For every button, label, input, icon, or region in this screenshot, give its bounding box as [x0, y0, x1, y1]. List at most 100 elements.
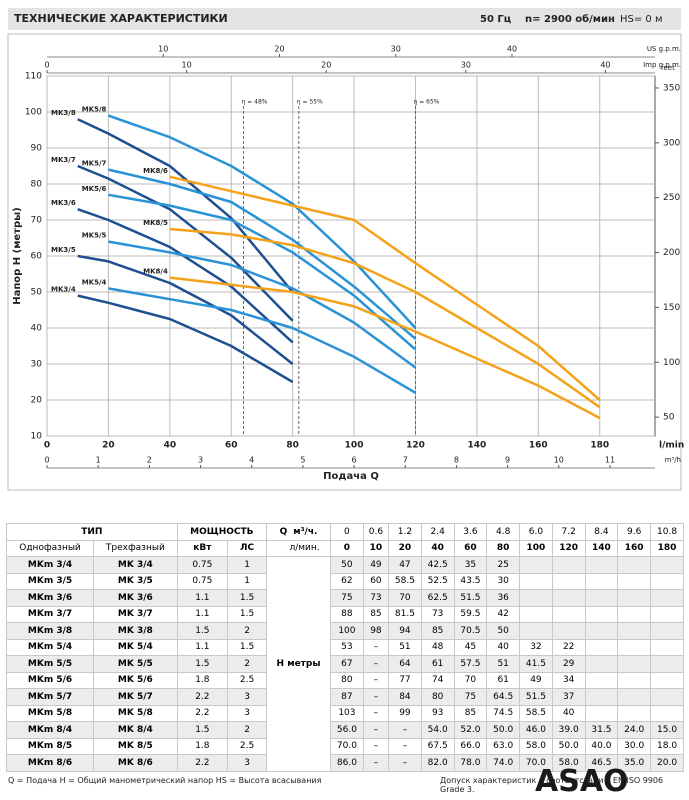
table-cell: 93 — [420, 704, 455, 722]
table-cell: MK 8/5 — [93, 737, 178, 755]
y-axis-label: Напор H (метры) — [12, 207, 23, 304]
table-cell: 52.0 — [453, 721, 488, 739]
header-cell: кВт — [176, 539, 229, 557]
empty-cell — [519, 572, 553, 590]
table-cell: MKm 5/5 — [5, 655, 95, 673]
table-cell: 63.0 — [486, 737, 521, 755]
header-row: Однофазный Трехфазный кВт ЛС л/мин. 0 10 20 40 60… — [5, 539, 684, 557]
table-cell: 36 — [486, 589, 521, 607]
x-tick-label: 100 — [345, 441, 364, 451]
table-cell: – — [362, 688, 390, 706]
header-cell: 1.2 — [388, 523, 422, 541]
axis-tick-label: 20 — [274, 45, 284, 54]
table-cell: 1.8 — [176, 671, 229, 689]
chart-frame — [7, 33, 682, 491]
table-cell: 20.0 — [650, 754, 684, 772]
y2-tick-label: 300 — [663, 138, 680, 148]
axis-tick-label: 4 — [249, 456, 254, 465]
empty-cell — [584, 638, 619, 656]
table-cell: 62.5 — [420, 589, 455, 607]
table-cell: 51.5 — [453, 589, 488, 607]
x-axis-label: Подача Q — [323, 471, 379, 482]
curve-label: MK3/8 — [51, 109, 76, 117]
empty-cell — [551, 572, 586, 590]
curve — [169, 276, 601, 420]
x-tick-label: 0 — [44, 441, 50, 451]
curve — [108, 240, 417, 369]
table-cell: 85 — [453, 704, 488, 722]
axis-label: m³/h — [665, 456, 681, 464]
axis-label: US g.p.m. — [647, 45, 681, 53]
table-cell: 88 — [330, 605, 364, 623]
y2-tick-label: 250 — [663, 193, 680, 203]
y2-tick-label: 100 — [663, 358, 680, 368]
table-cell: 2 — [227, 622, 268, 640]
empty-cell — [650, 638, 684, 656]
table-cell: – — [362, 704, 390, 722]
axis-tick-label: 1 — [96, 456, 101, 465]
header-cell: 160 — [617, 539, 652, 557]
y-tick-label: 20 — [31, 396, 43, 406]
table-cell: 84 — [388, 688, 422, 706]
table-cell: 2.5 — [227, 671, 268, 689]
empty-cell — [617, 655, 652, 673]
table-cell: 50.0 — [486, 721, 521, 739]
header-cell: 0.6 — [362, 523, 390, 541]
curve-label: MK3/5 — [51, 246, 76, 254]
y2-label: feet — [661, 64, 675, 72]
table-cell: 2.2 — [176, 688, 229, 706]
curve-label: MK5/7 — [82, 160, 107, 168]
table-cell: 51 — [486, 655, 521, 673]
table-cell: MKm 5/7 — [5, 688, 95, 706]
table-cell: 40 — [551, 704, 586, 722]
x-tick-label: 20 — [102, 441, 115, 451]
empty-cell — [584, 605, 619, 623]
empty-cell — [617, 605, 652, 623]
table-cell: 103 — [330, 704, 364, 722]
table-cell: 81.5 — [388, 605, 422, 623]
header-cell: 0 — [330, 523, 364, 541]
header-cell: H метры — [266, 556, 332, 772]
table-cell: 1.8 — [176, 737, 229, 755]
table-row: MKm 5/4 MK 5/4 1.1 1.5 53–51 48 45 40 32 22 — [5, 638, 684, 656]
axis-tick-label: 8 — [454, 456, 459, 465]
table-cell: 3 — [227, 688, 268, 706]
x-tick-label: 80 — [286, 441, 299, 451]
chart: ТЕХНИЧЕСКИЕ ХАРАКТЕРИСТИКИ 50 Гц n= 2900… — [7, 8, 684, 491]
y-tick-label: 80 — [31, 180, 43, 190]
efficiency-label: η = 48% — [242, 99, 268, 106]
table-cell: 30.0 — [617, 737, 652, 755]
axis-tick-label: 0 — [44, 61, 49, 70]
table-cell: 58.0 — [551, 754, 586, 772]
header-cell: 100 — [519, 539, 553, 557]
table-row: MKm 3/6 MK 3/6 1.1 1.5 75 73 70 62.5 51.5 36 — [5, 589, 684, 607]
axis-tick-label: 0 — [44, 456, 49, 465]
table-cell: 32 — [519, 638, 553, 656]
empty-cell — [584, 589, 619, 607]
header-hs: HS= 0 м — [620, 14, 663, 25]
header-cell: 40 — [420, 539, 455, 557]
table-cell: 18.0 — [650, 737, 684, 755]
header-cell: МОЩНОСТЬ — [176, 523, 268, 541]
table-cell: 98 — [362, 622, 390, 640]
curve-label: MK3/4 — [51, 286, 76, 294]
axis-tick-label: 5 — [300, 456, 305, 465]
axis-tick-label: 9 — [505, 456, 510, 465]
table-cell: MKm 8/4 — [5, 721, 95, 739]
table-cell: 30 — [486, 572, 521, 590]
empty-cell — [650, 589, 684, 607]
table-cell: MK 3/5 — [93, 572, 178, 590]
empty-cell — [519, 622, 553, 640]
header-cell: ЛС — [227, 539, 268, 557]
axis-label: Imp g.p.m. — [643, 61, 681, 69]
curve — [77, 164, 294, 322]
table-cell: 70 — [453, 671, 488, 689]
header-cell: 80 — [486, 539, 521, 557]
curve — [108, 287, 417, 394]
table-row: MKm 5/5 MK 5/5 1.5 2 67–64 61 57.5 51 41.5 29 — [5, 655, 684, 673]
y-tick-label: 100 — [25, 108, 42, 118]
table-cell: – — [362, 754, 390, 772]
curve — [77, 208, 294, 344]
table-cell: MKm 3/6 — [5, 589, 95, 607]
